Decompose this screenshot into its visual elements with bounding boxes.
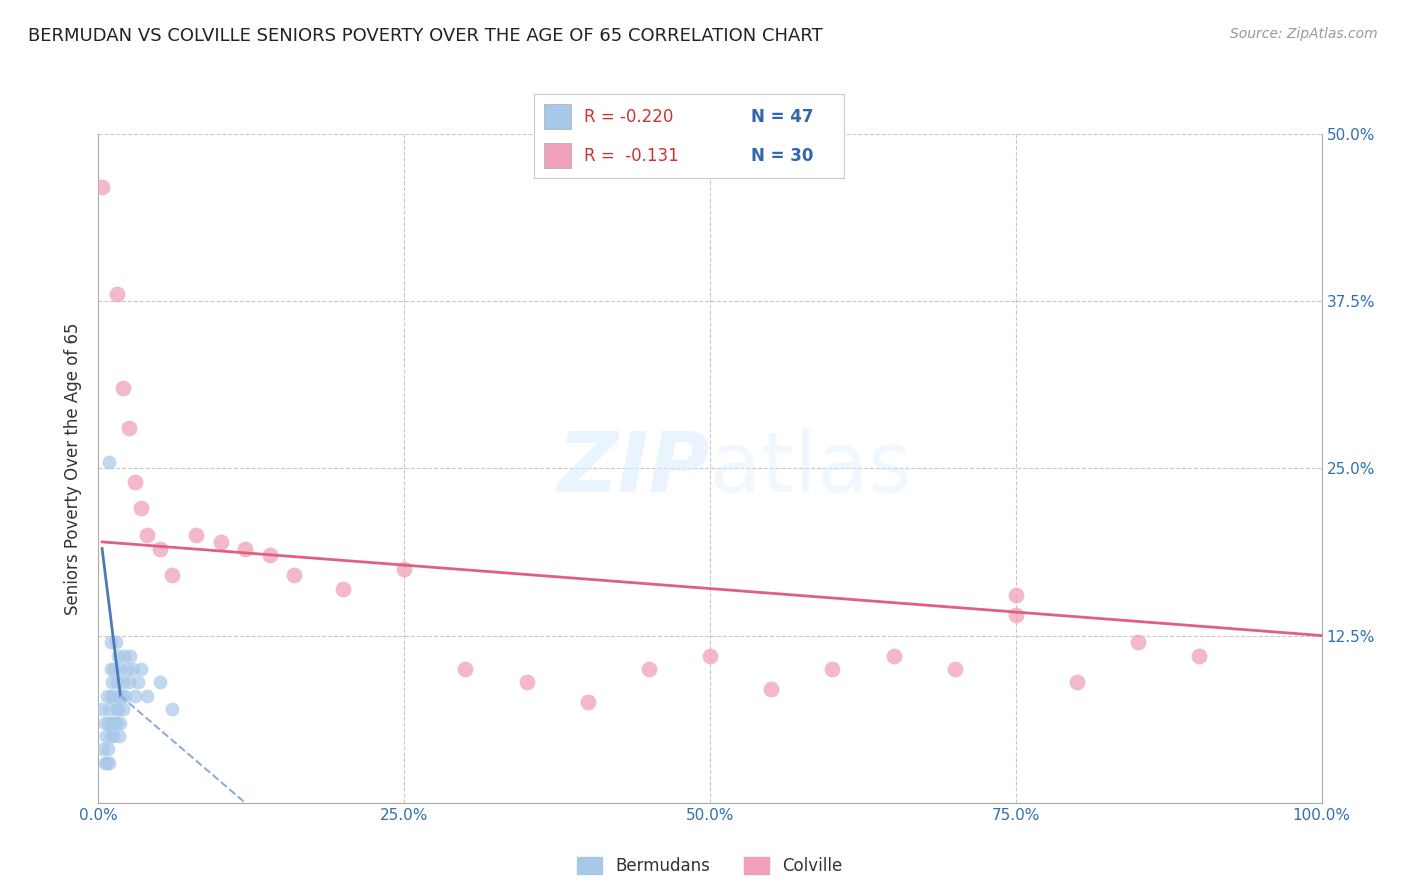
Point	[149, 675, 172, 690]
Point	[93, 756, 115, 770]
Y-axis label: Seniors Poverty Over the Age of 65: Seniors Poverty Over the Age of 65	[65, 322, 83, 615]
Point	[515, 675, 537, 690]
Point	[111, 675, 134, 690]
FancyBboxPatch shape	[544, 143, 571, 169]
Point	[149, 541, 172, 556]
Point	[105, 715, 128, 730]
Text: ZIP: ZIP	[557, 428, 710, 508]
Point	[110, 715, 132, 730]
Point	[1188, 648, 1211, 663]
Point	[118, 421, 141, 435]
Point	[259, 548, 281, 563]
Point	[114, 689, 136, 703]
Point	[101, 729, 124, 743]
Point	[110, 662, 132, 676]
Point	[121, 662, 143, 676]
Point	[209, 535, 232, 549]
Point	[883, 648, 905, 663]
Point	[699, 648, 721, 663]
Text: atlas: atlas	[710, 428, 911, 508]
Point	[104, 635, 127, 649]
Point	[98, 455, 121, 469]
Point	[97, 715, 120, 730]
Point	[120, 648, 142, 663]
Point	[108, 729, 131, 743]
Point	[332, 582, 354, 596]
Point	[107, 702, 129, 716]
Point	[186, 528, 208, 542]
Point	[101, 675, 124, 690]
Point	[101, 689, 124, 703]
Text: R = -0.220: R = -0.220	[583, 108, 673, 126]
Point	[160, 568, 183, 582]
Point	[160, 702, 183, 716]
Point	[1004, 589, 1026, 603]
Point	[129, 501, 152, 516]
Text: BERMUDAN VS COLVILLE SENIORS POVERTY OVER THE AGE OF 65 CORRELATION CHART: BERMUDAN VS COLVILLE SENIORS POVERTY OVE…	[28, 27, 823, 45]
Point	[100, 729, 122, 743]
Point	[111, 702, 134, 716]
Point	[105, 675, 128, 690]
Point	[118, 675, 141, 690]
Point	[100, 635, 122, 649]
Point	[104, 702, 127, 716]
Text: R =  -0.131: R = -0.131	[583, 146, 679, 164]
Point	[105, 287, 128, 301]
Point	[100, 689, 122, 703]
Point	[97, 742, 120, 756]
Point	[91, 742, 114, 756]
Point	[129, 662, 152, 676]
Point	[112, 648, 135, 663]
Point	[136, 528, 159, 542]
FancyBboxPatch shape	[544, 103, 571, 129]
Text: Source: ZipAtlas.com: Source: ZipAtlas.com	[1230, 27, 1378, 41]
Point	[943, 662, 966, 676]
Point	[638, 662, 661, 676]
Point	[103, 662, 125, 676]
Point	[1004, 608, 1026, 623]
Point	[94, 729, 117, 743]
Point	[1066, 675, 1088, 690]
Point	[93, 715, 115, 730]
Point	[127, 675, 149, 690]
Point	[233, 541, 256, 556]
Point	[101, 715, 124, 730]
Text: N = 30: N = 30	[751, 146, 813, 164]
Point	[576, 696, 599, 710]
Point	[124, 475, 146, 489]
Point	[100, 662, 122, 676]
Point	[107, 648, 129, 663]
Point	[91, 702, 114, 716]
Point	[96, 756, 118, 770]
Point	[115, 662, 138, 676]
Point	[821, 662, 844, 676]
Point	[111, 689, 134, 703]
Point	[761, 681, 783, 696]
Point	[1128, 635, 1150, 649]
Point	[91, 180, 114, 194]
Point	[124, 689, 146, 703]
Point	[98, 702, 121, 716]
Point	[108, 689, 131, 703]
Point	[96, 689, 118, 703]
Point	[103, 715, 125, 730]
Point	[98, 756, 121, 770]
Point	[283, 568, 305, 582]
Point	[111, 381, 134, 395]
Point	[392, 562, 416, 576]
Text: N = 47: N = 47	[751, 108, 813, 126]
Point	[136, 689, 159, 703]
Point	[454, 662, 477, 676]
Legend: Bermudans, Colville: Bermudans, Colville	[571, 850, 849, 881]
